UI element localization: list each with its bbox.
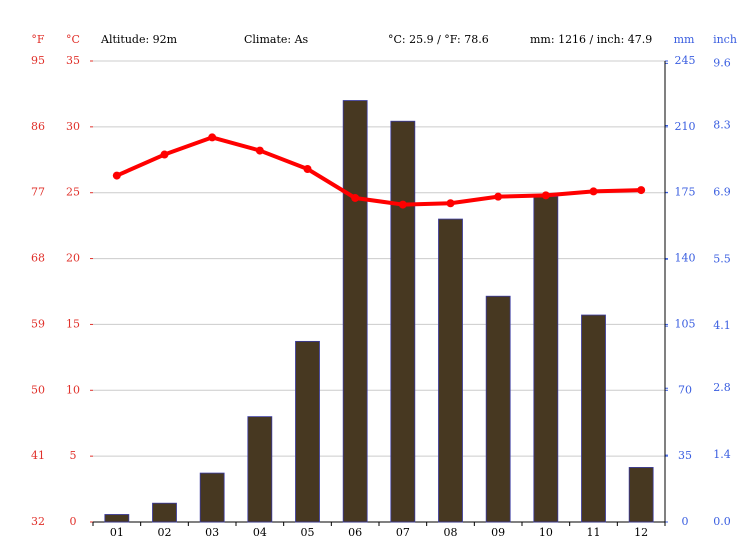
yticks-label: 5 [70,449,77,462]
fticks-label: 50 [31,383,45,396]
y2ticks-label: 70 [678,383,692,396]
temp-point [637,186,646,195]
climate: Climate: As [244,33,309,46]
inch_ticks-label: 6.9 [713,185,731,198]
temp-point [160,150,169,159]
temp-point [541,191,550,200]
x-tick-label: 09 [491,526,505,539]
temp-point [589,187,598,196]
x-tick-label: 08 [444,526,458,539]
inch_ticks-label: 9.6 [713,56,731,69]
precip-bar [485,295,511,523]
inch_ticks-label: 0.0 [713,515,731,528]
altitude: Altitude: 92m [100,33,178,46]
yticks-label: 0 [70,515,77,528]
x-tick-label: 03 [205,526,219,539]
x-tick-label: 12 [634,526,648,539]
fticks-label: 68 [31,252,45,265]
x-tick-label: 10 [539,526,553,539]
temp-point [351,193,360,202]
precip-bar [342,100,368,523]
precip-bar [628,467,654,523]
temp-point [494,192,503,201]
mm-unit: mm [674,33,695,46]
y2ticks-label: 0 [682,515,689,528]
x-tick-label: 05 [301,526,315,539]
x-tick-label: 06 [348,526,362,539]
precip-bar [247,416,273,523]
fticks-label: 32 [31,515,45,528]
x-tick-label: 11 [587,526,601,539]
y2ticks-label: 175 [675,186,696,199]
yticks-label: 25 [66,186,80,199]
y2ticks-label: 245 [675,54,696,67]
x-tick-label: 04 [253,526,267,539]
precip-bar [152,502,177,523]
yticks-label: 20 [66,252,80,265]
inch_ticks-label: 5.5 [713,252,731,265]
inch_ticks-label: 2.8 [713,381,731,394]
temp-line [116,135,642,207]
fticks-label: 86 [31,120,45,133]
x-tick-label: 02 [158,526,172,539]
yticks-label: 15 [66,317,80,330]
fticks-label: 95 [31,54,45,67]
y2ticks-label: 35 [678,449,692,462]
precip-bar [390,120,416,523]
c-unit: °C [66,33,80,46]
temp-point [255,146,264,155]
yticks-label: 30 [66,120,80,133]
inch_ticks-label: 4.1 [713,319,731,332]
f-unit: °F [31,33,45,46]
temp-point [303,165,312,174]
fticks-label: 41 [31,449,45,462]
fticks-label: 77 [31,186,45,199]
x-tick-label: 07 [396,526,410,539]
yticks-label: 35 [66,54,80,67]
y2ticks-label: 140 [675,252,696,265]
precip-bar [533,196,559,523]
temp-point [112,171,121,180]
precip-bar [295,340,320,523]
inch_ticks-label: 8.3 [713,118,731,131]
precip-total: mm: 1216 / inch: 47.9 [530,33,652,46]
precip-bar [438,218,463,523]
temp-point [446,199,455,208]
yticks-label: 10 [66,383,80,396]
temp-point [398,200,407,209]
fticks-label: 59 [31,317,45,330]
y2ticks-label: 210 [675,120,696,133]
precip-bar [104,514,130,523]
precip-bar [199,472,225,523]
y2ticks-label: 105 [675,317,696,330]
precip-bar [581,314,606,523]
temp-average: °C: 25.9 / °F: 78.6 [388,33,489,46]
inch-unit: inch [713,33,737,46]
x-tick-label: 01 [110,526,124,539]
temp-point [208,133,217,142]
inch_ticks-label: 1.4 [713,448,731,461]
